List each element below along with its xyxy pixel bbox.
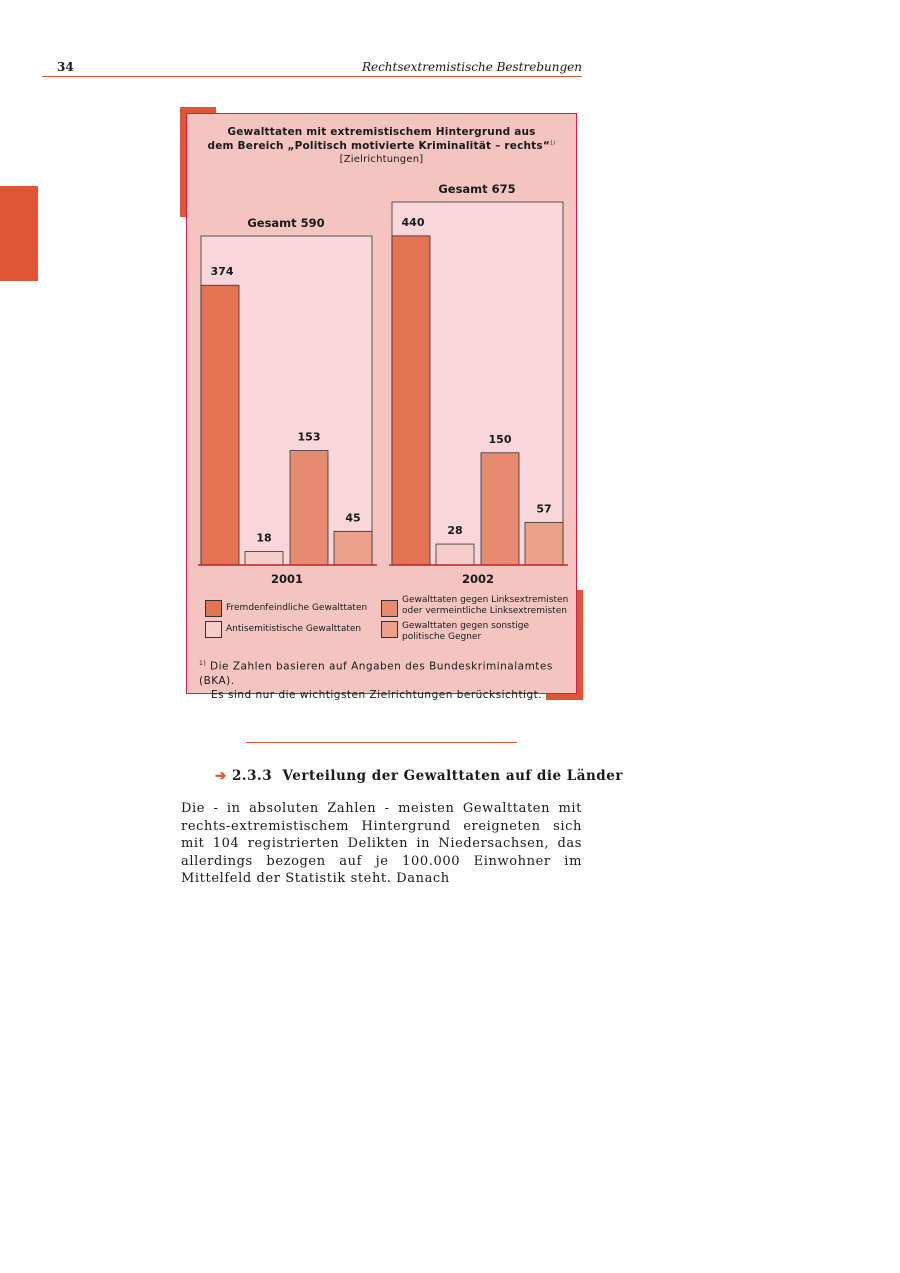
legend-label: Fremdenfeindliche Gewalttaten: [226, 603, 368, 613]
legend-swatch-linksextremisten: [381, 600, 398, 617]
bar: [200, 284, 240, 566]
bar: [391, 235, 431, 566]
bar: [244, 551, 284, 566]
legend-label-line: oder vermeintliche Linksextremisten: [402, 606, 567, 616]
legend-swatch-sonstige: [381, 621, 398, 638]
legend-swatch-antisemitisch: [205, 621, 222, 638]
data-label: 374: [211, 265, 234, 278]
chart-panel: Gewalttaten mit extremistischem Hintergr…: [186, 113, 577, 701]
bar: [289, 450, 329, 566]
data-label: 57: [536, 502, 551, 515]
legend-label-line: politische Gegner: [402, 632, 482, 642]
chart-title-line1: Gewalttaten mit extremistischem Hintergr…: [227, 126, 536, 138]
legend-label-line: Gewalttaten gegen sonstige: [402, 621, 530, 631]
data-label: 150: [489, 433, 512, 446]
footnote-line2: Es sind nur die wichtigsten Zielrichtung…: [211, 688, 543, 701]
side-marker: [0, 186, 38, 281]
category-label: 2002: [462, 572, 494, 586]
footnote-mark: 1): [199, 660, 207, 667]
category-label: 2001: [271, 572, 303, 586]
bar: [435, 543, 475, 566]
section-heading: ➔ 2.3.3 Verteilung der Gewalttaten auf d…: [215, 768, 623, 784]
bar: [333, 530, 373, 566]
header-rule: [42, 76, 582, 77]
section-title: Verteilung der Gewalttaten auf die Lände…: [282, 768, 623, 784]
separator-rule: [246, 742, 517, 743]
legend-swatch-fremdenfeindlich: [205, 600, 222, 617]
chart-title-line2: dem Bereich „Politisch motivierte Krimin…: [187, 140, 576, 152]
running-title: Rechtsextremistische Bestrebungen: [361, 60, 582, 74]
section-number: 2.3.3: [232, 768, 273, 784]
legend-label: Gewalttaten gegen sonstige politische Geg…: [402, 621, 529, 643]
title-footnote-mark: 1): [549, 140, 556, 147]
chart-title-text: dem Bereich „Politisch motivierte Krimin…: [207, 140, 550, 152]
legend-label: Gewalttaten gegen Linksextremisten oder v…: [402, 595, 568, 617]
data-label: 28: [447, 524, 462, 537]
data-label: 45: [345, 511, 360, 524]
bar: [480, 452, 520, 566]
bar-chart: Gesamt 590 374 18 153 45 2001 Gesamt 675 440 28 1…: [198, 182, 568, 586]
page-number: 34: [57, 60, 74, 74]
total-label: Gesamt 590: [247, 216, 324, 230]
data-label: 18: [256, 532, 271, 545]
footnote-line1: 1) Die Zahlen basieren auf Angaben des B…: [199, 657, 576, 688]
footnote-text: Die Zahlen basieren auf Angaben des Bund…: [199, 660, 553, 687]
arrow-icon: ➔: [215, 768, 227, 784]
legend-label-line: Gewalttaten gegen Linksextremisten: [402, 595, 569, 605]
total-label: Gesamt 675: [438, 182, 515, 196]
legend-label: Antisemitistische Gewalttaten: [226, 624, 362, 634]
chart-footnote: 1) Die Zahlen basieren auf Angaben des B…: [199, 657, 576, 702]
data-label: 153: [298, 431, 321, 444]
body-paragraph: Die - in absoluten Zahlen - meisten Gewa…: [181, 801, 582, 886]
bar: [524, 521, 564, 566]
data-label: 440: [402, 216, 425, 229]
chart-subtitle: [Zielrichtungen]: [339, 154, 424, 165]
